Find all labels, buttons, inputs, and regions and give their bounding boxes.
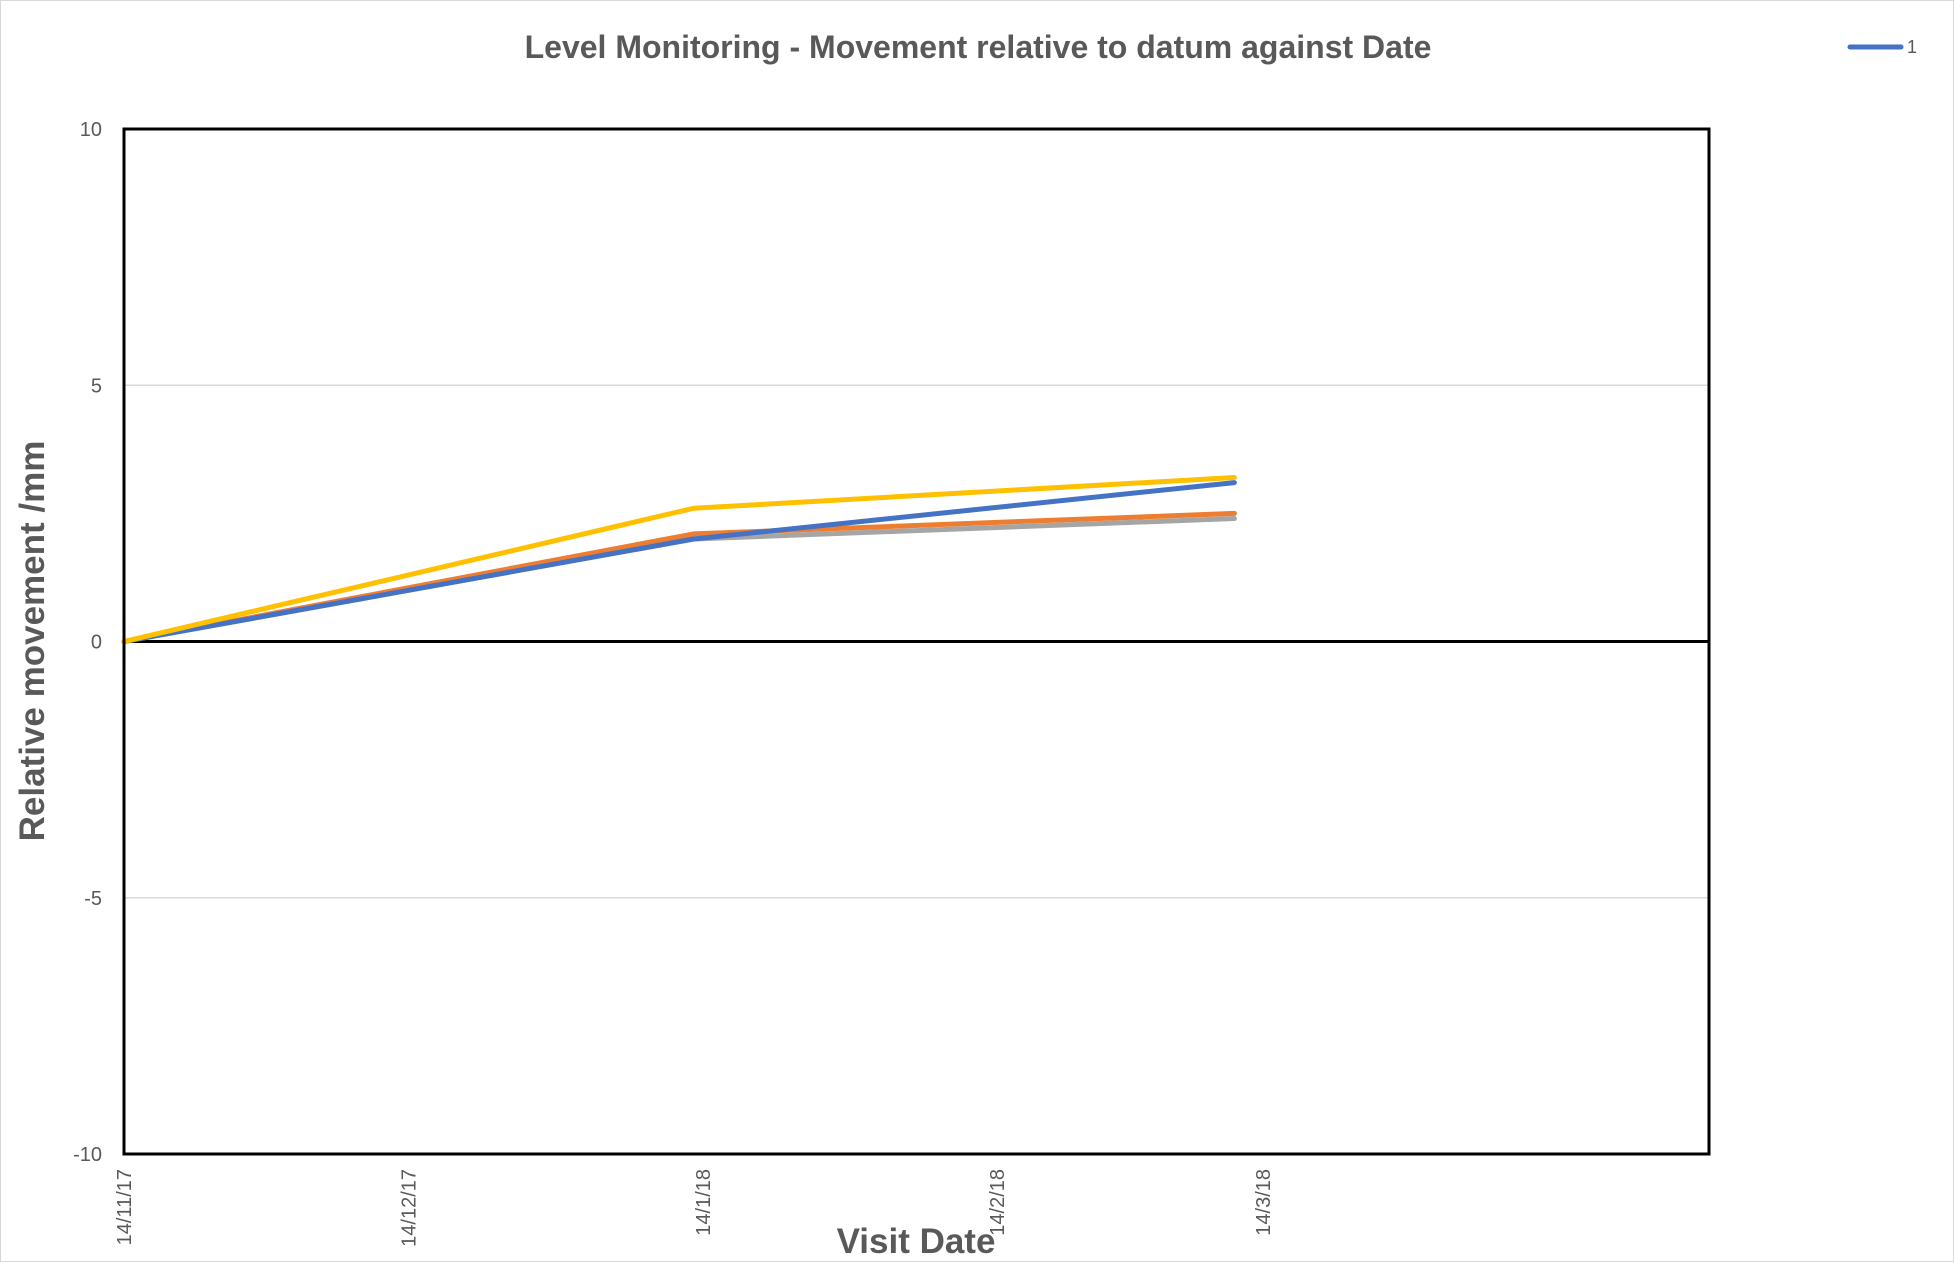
chart-title: Level Monitoring - Movement relative to … <box>525 29 1432 65</box>
series-line <box>121 480 1237 644</box>
y-tick-label: -5 <box>84 888 102 910</box>
x-tick-label: 14/3/18 <box>1253 1169 1275 1236</box>
y-axis-title: Relative movement /mm <box>13 441 52 842</box>
series-line <box>121 475 1237 644</box>
y-tick-label: 5 <box>91 375 102 397</box>
y-axis-ticks: -10 -5 0 5 10 <box>73 119 102 1166</box>
y-tick-label: 10 <box>80 119 102 141</box>
legend-label: 1 <box>1907 37 1917 57</box>
gridlines <box>124 384 1709 899</box>
x-tick-label: 14/11/17 <box>114 1169 136 1245</box>
series-line <box>121 510 1237 644</box>
y-tick-label: -10 <box>73 1144 102 1166</box>
series-lines <box>121 475 1237 644</box>
plot-area-border <box>122 127 1711 1156</box>
legend: 1 <box>1847 37 1917 57</box>
x-tick-label: 14/12/17 <box>399 1169 421 1247</box>
x-axis-title: Visit Date <box>837 1222 996 1261</box>
x-tick-label: 14/1/18 <box>693 1169 715 1236</box>
x-axis-ticks: 14/11/17 14/12/17 14/1/18 14/2/18 14/3/18 <box>114 1169 1275 1247</box>
y-tick-label: 0 <box>91 632 102 654</box>
x-tick-label: 14/2/18 <box>987 1169 1009 1236</box>
